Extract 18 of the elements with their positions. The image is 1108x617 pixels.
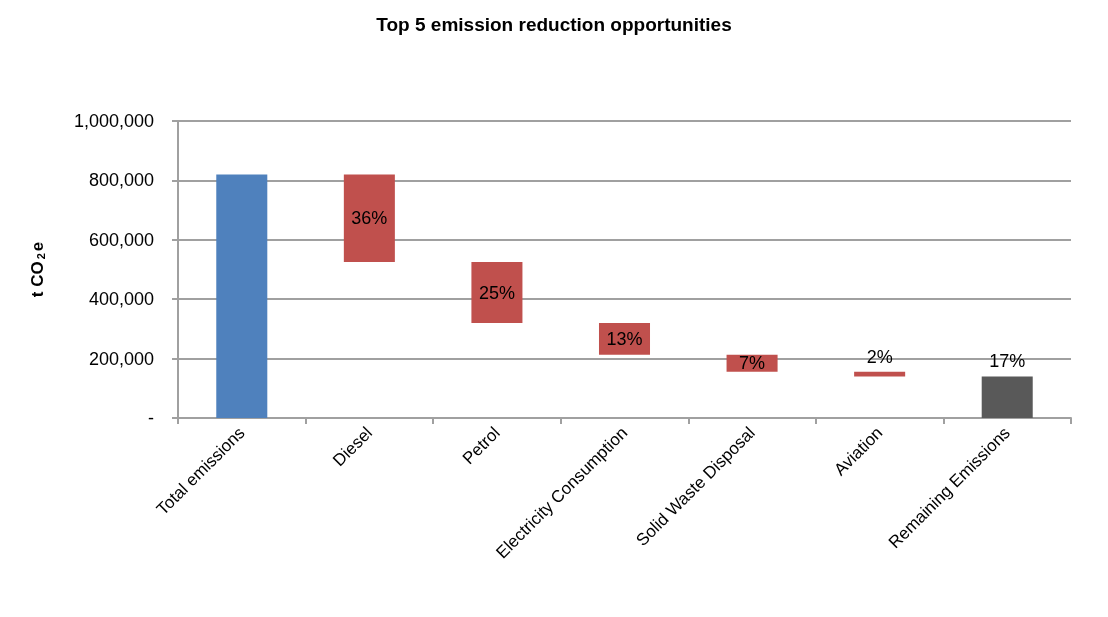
y-tick-label: 200,000 <box>88 348 154 369</box>
annotation: 7% <box>739 353 766 374</box>
bar <box>471 262 523 323</box>
y-tick-label: 800,000 <box>88 170 154 191</box>
y-tick-label: 400,000 <box>88 289 154 310</box>
bar <box>343 174 395 263</box>
y-tick-label: 600,000 <box>88 229 154 250</box>
bar <box>216 174 268 418</box>
annotation: 13% <box>606 328 643 349</box>
y-tick-label: - <box>148 408 154 428</box>
chart-title: Top 5 emission reduction opportunities <box>376 14 732 35</box>
annotation: 2% <box>866 346 893 367</box>
annotation: 25% <box>478 282 515 303</box>
annotation: 17% <box>989 351 1026 372</box>
y-tick-label: 1,000,000 <box>73 111 154 131</box>
bar <box>981 376 1033 418</box>
y-axis-title: t CO2e <box>27 241 47 298</box>
annotation: 36% <box>351 208 388 229</box>
